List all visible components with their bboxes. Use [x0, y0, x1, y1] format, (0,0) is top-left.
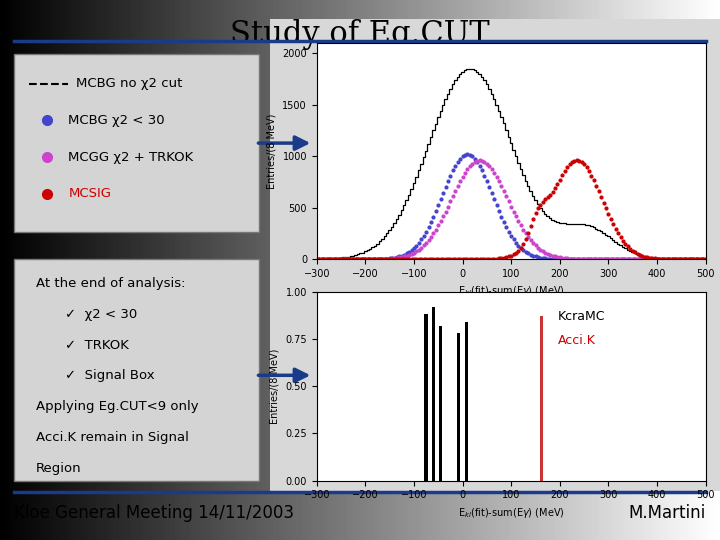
Text: M.Martini: M.Martini: [629, 504, 706, 522]
Text: MCBG no χ2 cut: MCBG no χ2 cut: [76, 77, 182, 90]
X-axis label: E$_{kl}$(fit)-sum(E$\gamma$) (MeV): E$_{kl}$(fit)-sum(E$\gamma$) (MeV): [458, 285, 564, 299]
Bar: [539, 316, 543, 481]
Y-axis label: Entries/(8 MeV): Entries/(8 MeV): [267, 113, 277, 189]
Text: KcraMC: KcraMC: [558, 309, 606, 323]
Bar: [432, 307, 435, 481]
Text: Acci.K: Acci.K: [558, 334, 595, 347]
Bar: [14, 54, 259, 232]
Text: Applying Eg.CUT<9 only: Applying Eg.CUT<9 only: [36, 400, 199, 413]
Text: Study of Eg.CUT: Study of Eg.CUT: [230, 19, 490, 50]
Text: MCSIG: MCSIG: [68, 187, 112, 200]
Text: ✓  χ2 < 30: ✓ χ2 < 30: [65, 308, 137, 321]
Bar: [14, 259, 259, 481]
Text: Region: Region: [36, 462, 81, 475]
Text: Acci.K remain in Signal: Acci.K remain in Signal: [36, 431, 189, 444]
Bar: [457, 333, 460, 481]
Text: At the end of analysis:: At the end of analysis:: [36, 277, 186, 290]
Text: MCGG χ2 + TRKOK: MCGG χ2 + TRKOK: [68, 151, 194, 164]
Y-axis label: Entries/(8 MeV): Entries/(8 MeV): [270, 348, 280, 424]
Text: ✓  TRKOK: ✓ TRKOK: [65, 339, 129, 352]
Text: MCBG χ2 < 30: MCBG χ2 < 30: [68, 114, 165, 127]
X-axis label: E$_{kl}$(fit)-sum(E$\gamma$) (MeV): E$_{kl}$(fit)-sum(E$\gamma$) (MeV): [458, 506, 564, 520]
Text: Kloe General Meeting 14/11/2003: Kloe General Meeting 14/11/2003: [14, 504, 294, 522]
Text: ✓  Signal Box: ✓ Signal Box: [65, 369, 154, 382]
Bar: [270, 19, 720, 491]
Bar: [465, 322, 468, 481]
Bar: [425, 314, 428, 481]
Bar: [439, 326, 442, 481]
